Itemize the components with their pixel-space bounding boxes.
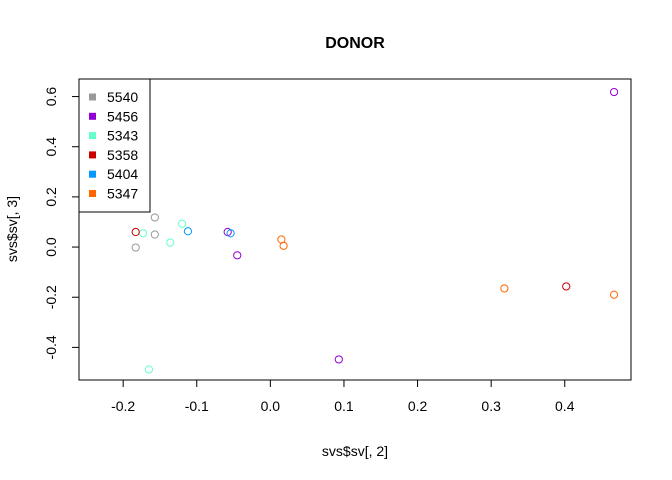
legend-label: 5358 <box>107 147 138 163</box>
data-points <box>131 87 619 374</box>
data-point <box>183 227 193 236</box>
legend-swatch <box>89 170 96 178</box>
y-tick-label: -0.4 <box>43 335 59 359</box>
data-point <box>131 243 140 252</box>
data-point <box>226 229 235 238</box>
legend-swatch <box>89 132 96 140</box>
data-point <box>609 87 619 97</box>
y-axis: -0.4 -0.2 0.0 0.2 0.4 0.6 <box>43 87 80 359</box>
y-tick-label: 0.2 <box>43 187 59 207</box>
x-tick-label: 0.4 <box>555 398 575 414</box>
legend-swatch <box>89 93 96 101</box>
y-tick-label: -0.2 <box>43 285 59 309</box>
x-axis-label: svs$sv[, 2] <box>322 443 388 459</box>
legend-swatch <box>89 112 96 120</box>
y-axis-label: svs$sv[, 3] <box>4 196 20 262</box>
legend-label: 5343 <box>107 128 138 144</box>
data-point <box>166 238 175 247</box>
legend-box <box>78 78 151 213</box>
data-point <box>150 213 159 222</box>
chart-title: DONOR <box>325 35 385 52</box>
legend: 5540 5456 5343 5358 5404 5347 <box>78 78 151 213</box>
x-tick-label: -0.1 <box>185 398 209 414</box>
x-tick-label: 0.2 <box>408 398 428 414</box>
legend-label: 5540 <box>107 89 138 105</box>
data-point <box>500 284 509 293</box>
x-tick-label: 0.1 <box>334 398 354 414</box>
x-tick-label: -0.2 <box>111 398 135 414</box>
y-tick-label: 0.0 <box>43 237 59 257</box>
data-point <box>138 229 148 238</box>
data-point <box>562 282 571 291</box>
legend-swatch <box>89 190 96 197</box>
x-axis: -0.2 -0.1 0.0 0.1 0.2 0.3 0.4 <box>111 379 575 414</box>
data-point <box>233 251 242 260</box>
legend-label: 5456 <box>107 108 138 124</box>
data-point <box>144 365 154 374</box>
data-point <box>131 227 140 237</box>
data-point <box>334 355 343 364</box>
y-tick-label: 0.6 <box>43 87 59 107</box>
data-point <box>177 219 187 228</box>
legend-swatch <box>89 151 96 159</box>
x-tick-label: 0.0 <box>261 398 281 414</box>
data-point <box>609 290 619 299</box>
legend-label: 5404 <box>107 166 138 182</box>
y-tick-label: 0.4 <box>43 137 59 157</box>
data-point <box>150 230 159 239</box>
legend-label: 5347 <box>107 186 138 202</box>
data-point <box>279 241 288 250</box>
plot-area-border <box>78 78 632 381</box>
x-tick-label: 0.3 <box>481 398 501 414</box>
